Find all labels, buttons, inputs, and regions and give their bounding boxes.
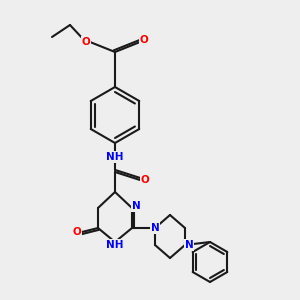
Text: O: O — [140, 35, 148, 45]
Text: N: N — [151, 223, 159, 233]
Text: N: N — [184, 240, 194, 250]
Text: NH: NH — [106, 240, 124, 250]
Text: N: N — [132, 201, 140, 211]
Text: O: O — [141, 175, 149, 185]
Text: NH: NH — [106, 152, 124, 162]
Text: O: O — [82, 37, 90, 47]
Text: O: O — [73, 227, 81, 237]
